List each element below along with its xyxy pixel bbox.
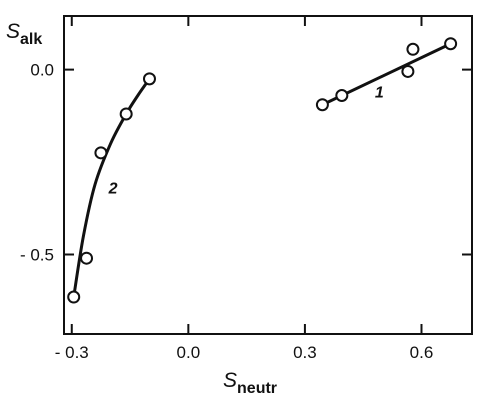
series-label-1: 1 <box>375 84 384 101</box>
ticks-layer: - 0.3 0.0 0.3 0.6 0.0 - 0.5 <box>20 16 472 362</box>
x-axis-label-main: S <box>223 369 237 392</box>
data-point-series-1 <box>401 64 415 78</box>
data-point-series-1 <box>315 98 329 112</box>
series-labels-layer: 12 <box>108 84 384 197</box>
fit-line-series-2 <box>72 77 151 299</box>
plot-frame <box>63 15 473 335</box>
y-axis-label-main: S <box>6 20 20 43</box>
data-point-series-2 <box>67 290 81 304</box>
data-points-layer <box>67 37 458 304</box>
x-tick-label: 0.3 <box>293 343 317 362</box>
fit-lines-layer <box>72 42 453 299</box>
y-axis-label-sub: alk <box>20 31 42 48</box>
x-axis-label-sub: neutr <box>237 380 277 397</box>
x-tick-label: - 0.3 <box>55 343 89 362</box>
series-label-2: 2 <box>108 180 118 197</box>
data-point-series-2 <box>94 146 108 160</box>
data-point-series-2 <box>142 72 156 86</box>
x-tick-label: 0.6 <box>410 343 434 362</box>
data-point-series-1 <box>335 89 349 102</box>
y-axis-label: Salk <box>6 20 42 48</box>
data-point-series-2 <box>119 107 133 121</box>
y-tick-label: 0.0 <box>30 61 54 80</box>
y-tick-label: - 0.5 <box>20 246 54 265</box>
data-point-series-1 <box>406 42 420 56</box>
x-tick-label: 0.0 <box>177 343 201 362</box>
data-point-series-1 <box>444 37 458 51</box>
x-axis-label: Sneutr <box>223 369 277 397</box>
data-point-series-2 <box>80 251 94 265</box>
